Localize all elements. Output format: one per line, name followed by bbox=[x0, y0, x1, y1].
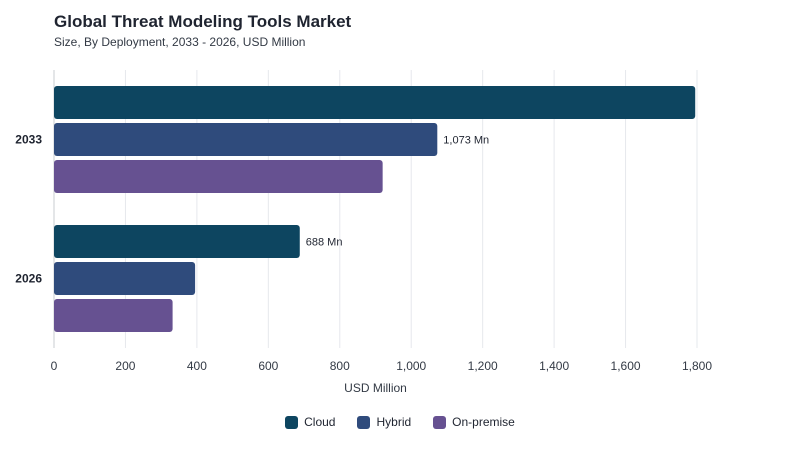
bar-chart: 0 200 400 600 800 1,000 1,200 1,400 1,600 1,800 US… bbox=[15, 70, 712, 396]
category-label: 2026 bbox=[15, 272, 42, 286]
bar bbox=[54, 160, 383, 193]
x-tick-label: 1,200 bbox=[468, 359, 498, 373]
x-tick-label: 1,400 bbox=[539, 359, 569, 373]
x-tick-label: 1,000 bbox=[396, 359, 426, 373]
bar bbox=[54, 86, 696, 119]
legend-item: On-premise bbox=[433, 415, 515, 429]
x-tick-label: 0 bbox=[51, 359, 58, 373]
legend-item: Hybrid bbox=[357, 415, 411, 429]
chart-subtitle: Size, By Deployment, 2033 - 2026, USD Mi… bbox=[54, 35, 306, 49]
bars bbox=[54, 86, 696, 332]
x-axis-title: USD Million bbox=[344, 381, 407, 395]
legend-swatch bbox=[433, 415, 447, 429]
x-tick-label: 1,800 bbox=[682, 359, 712, 373]
x-tick-label: 600 bbox=[258, 359, 278, 373]
category-label: 2033 bbox=[15, 133, 42, 147]
labels: 0 200 400 600 800 1,000 1,200 1,400 1,600 1,800 US… bbox=[15, 133, 712, 396]
legend: Cloud Hybrid On-premise bbox=[0, 415, 800, 429]
chart-title: Global Threat Modeling Tools Market bbox=[54, 12, 352, 31]
x-tick-label: 800 bbox=[330, 359, 350, 373]
x-tick-label: 400 bbox=[187, 359, 207, 373]
bar bbox=[54, 123, 438, 156]
bar bbox=[54, 299, 173, 332]
legend-item: Cloud bbox=[285, 415, 335, 429]
legend-label: Hybrid bbox=[376, 415, 412, 429]
x-tick-label: 200 bbox=[115, 359, 135, 373]
legend-label: Cloud bbox=[304, 415, 336, 429]
legend-label: On-premise bbox=[452, 415, 515, 429]
legend-swatch bbox=[285, 415, 299, 429]
legend-swatch bbox=[357, 415, 371, 429]
data-label: 688 Mn bbox=[306, 237, 343, 249]
data-label: 1,073 Mn bbox=[443, 135, 489, 147]
bar bbox=[54, 262, 196, 295]
x-tick-label: 1,600 bbox=[611, 359, 641, 373]
bar bbox=[54, 225, 300, 258]
